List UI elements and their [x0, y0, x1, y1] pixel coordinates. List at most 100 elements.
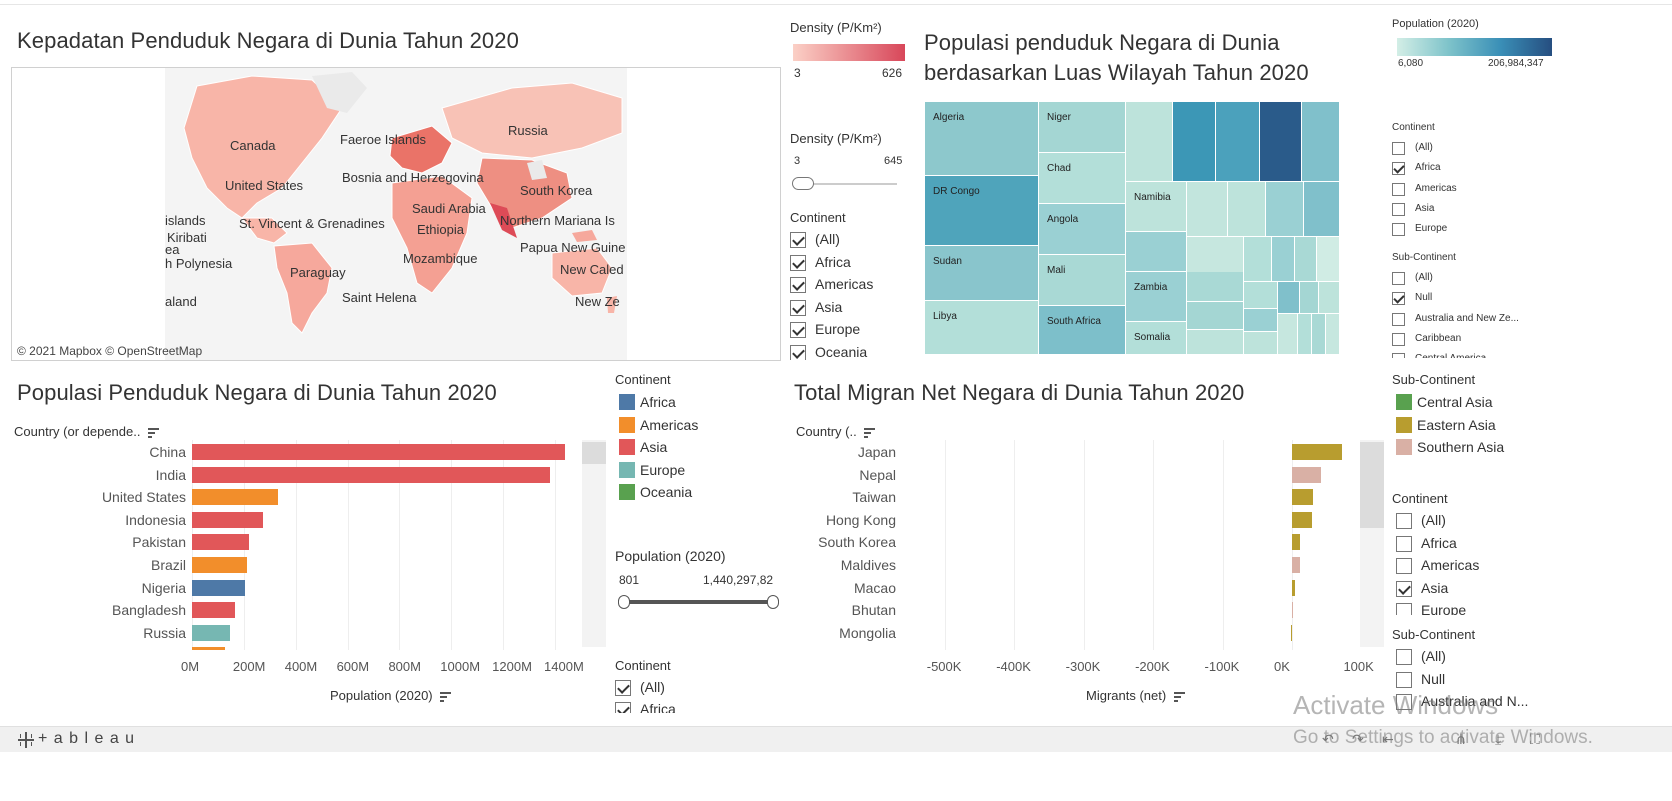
- bar[interactable]: [192, 511, 264, 528]
- treemap-cell[interactable]: Namibia: [1126, 182, 1186, 231]
- checkbox[interactable]: [1392, 312, 1405, 326]
- population-slider-handle-min[interactable]: [618, 595, 630, 609]
- sort-icon[interactable]: [148, 427, 160, 438]
- treemap-cell[interactable]: Niger: [1039, 102, 1125, 152]
- treemap-cell[interactable]: Angola: [1039, 204, 1125, 254]
- world-map[interactable]: [12, 68, 780, 360]
- treemap-cell[interactable]: [1244, 237, 1271, 281]
- legend-item[interactable]: Europe: [615, 461, 775, 484]
- treemap-cell[interactable]: [1266, 182, 1303, 236]
- checkbox[interactable]: [615, 680, 631, 696]
- migrant-plot[interactable]: [902, 440, 1358, 650]
- legend-item[interactable]: Africa: [615, 393, 775, 416]
- treemap-cell[interactable]: [1187, 330, 1243, 354]
- treemap-cell[interactable]: South Africa: [1039, 306, 1125, 354]
- filter-option[interactable]: Europe: [1396, 601, 1556, 615]
- filter-option[interactable]: Africa: [1392, 160, 1552, 180]
- density-slider-track[interactable]: [795, 183, 897, 185]
- filter-option[interactable]: Australia and N...: [1396, 692, 1566, 713]
- treemap-cell[interactable]: Somalia: [1126, 322, 1186, 354]
- category-label[interactable]: Bangladesh: [112, 602, 186, 619]
- bar[interactable]: [1292, 579, 1296, 596]
- filter-option[interactable]: (All): [1396, 511, 1556, 534]
- population-color-ramp[interactable]: [1397, 38, 1552, 56]
- checkbox[interactable]: [1396, 513, 1412, 529]
- checkbox[interactable]: [790, 299, 806, 316]
- treemap-cell[interactable]: [1187, 182, 1227, 236]
- treemap-cell[interactable]: [1295, 237, 1316, 281]
- category-label[interactable]: Maldives: [840, 557, 896, 573]
- bar[interactable]: [192, 557, 248, 573]
- filter-option[interactable]: (All): [1392, 270, 1552, 290]
- population-scrollbar-thumb[interactable]: [582, 442, 606, 464]
- bar[interactable]: [192, 624, 230, 641]
- filter-option[interactable]: Central America: [1392, 351, 1552, 358]
- category-label[interactable]: Japan: [857, 444, 896, 460]
- treemap-cell[interactable]: Libya: [925, 301, 1038, 354]
- treemap-cell[interactable]: Mali: [1039, 255, 1125, 305]
- map-frame[interactable]: Canada Faeroe Islands Russia United Stat…: [11, 67, 781, 361]
- treemap-cell[interactable]: [1326, 314, 1339, 354]
- checkbox[interactable]: [790, 345, 806, 360]
- filter-option[interactable]: Asia: [790, 298, 910, 321]
- population-scrollbar[interactable]: [582, 440, 606, 647]
- category-label[interactable]: Taiwan: [852, 489, 896, 506]
- treemap-cell[interactable]: Zambia: [1126, 272, 1186, 321]
- treemap-cell[interactable]: DR Congo: [925, 176, 1038, 245]
- footer-icon-redo[interactable]: ↷: [1352, 731, 1364, 747]
- category-label[interactable]: Bhutan: [851, 602, 896, 619]
- treemap-cell[interactable]: [1272, 237, 1294, 281]
- checkbox[interactable]: [1396, 535, 1412, 552]
- checkbox[interactable]: [1392, 202, 1405, 216]
- category-label[interactable]: Hong Kong: [825, 511, 896, 528]
- category-label[interactable]: United States: [101, 489, 186, 506]
- category-label[interactable]: Brazil: [150, 557, 186, 573]
- map-attribution[interactable]: © 2021 Mapbox © OpenStreetMap: [17, 344, 203, 358]
- filter-option[interactable]: Americas: [1392, 181, 1552, 201]
- population-slider-handle-max[interactable]: [767, 595, 779, 609]
- bar[interactable]: [1292, 489, 1313, 506]
- treemap-cell[interactable]: [1187, 302, 1243, 329]
- treemap-cell[interactable]: [1317, 237, 1339, 281]
- filter-option[interactable]: (All): [615, 678, 755, 700]
- checkbox[interactable]: [790, 277, 806, 294]
- checkbox[interactable]: [1392, 272, 1405, 285]
- checkbox[interactable]: [790, 322, 806, 339]
- bar[interactable]: [1292, 444, 1342, 460]
- checkbox[interactable]: [1396, 603, 1412, 615]
- category-label[interactable]: Mongolia: [839, 624, 896, 641]
- checkbox[interactable]: [1392, 332, 1405, 346]
- bar[interactable]: [1292, 602, 1293, 619]
- treemap-cell[interactable]: [1312, 314, 1325, 354]
- category-label[interactable]: China: [149, 444, 186, 460]
- footer-icon-undo[interactable]: ↶: [1322, 731, 1334, 747]
- treemap-cell[interactable]: Algeria: [925, 102, 1038, 175]
- treemap-cell[interactable]: [1278, 282, 1299, 313]
- treemap-cell[interactable]: [1304, 182, 1339, 236]
- checkbox[interactable]: [1396, 649, 1412, 665]
- legend-item[interactable]: Central Asia: [1392, 393, 1572, 416]
- legend-item[interactable]: Oceania: [615, 483, 775, 506]
- category-label[interactable]: Nigeria: [141, 579, 186, 596]
- checkbox[interactable]: [1396, 694, 1412, 711]
- treemap-cell[interactable]: [1302, 102, 1339, 181]
- checkbox[interactable]: [790, 232, 806, 248]
- footer-icon-revert[interactable]: ⇤: [1382, 731, 1394, 747]
- filter-option[interactable]: Australia and New Ze...: [1392, 311, 1552, 331]
- treemap-cell[interactable]: [1319, 282, 1339, 313]
- treemap-cell[interactable]: [1173, 102, 1215, 181]
- tableau-logo-icon[interactable]: [18, 732, 34, 748]
- checkbox[interactable]: [790, 254, 806, 271]
- treemap-cell[interactable]: [1187, 272, 1243, 301]
- filter-option[interactable]: Americas: [790, 275, 910, 298]
- checkbox[interactable]: [1392, 162, 1405, 176]
- bar[interactable]: [192, 444, 566, 460]
- filter-option[interactable]: Africa: [790, 253, 910, 276]
- treemap-cell[interactable]: [1126, 102, 1172, 181]
- filter-option[interactable]: Oceania: [790, 343, 910, 360]
- filter-option[interactable]: (All): [1396, 647, 1566, 670]
- checkbox[interactable]: [1396, 671, 1412, 688]
- migrant-axis-title[interactable]: Migrants (net): [1086, 688, 1185, 703]
- bar[interactable]: [1291, 624, 1292, 641]
- category-label[interactable]: Indonesia: [125, 511, 186, 528]
